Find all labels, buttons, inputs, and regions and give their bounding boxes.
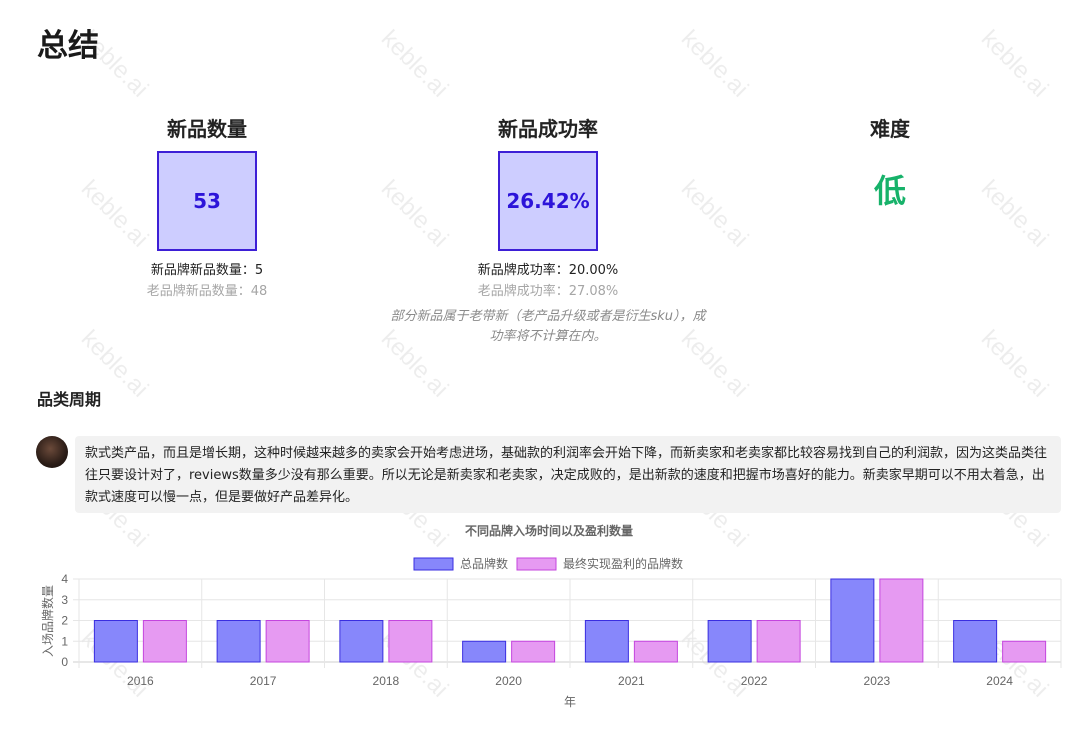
bar — [142, 620, 187, 663]
page-title: 总结 — [37, 28, 99, 64]
y-tick-label: 1 — [61, 634, 68, 648]
chart-svg: 不同品牌入场时间以及盈利数量 总品牌数 最终实现盈利的品牌数 0 1 2 3 4 2016… — [40, 523, 1062, 709]
watermark-text: keble.ai — [975, 25, 1054, 103]
note-line: 部分新品属于老带新（老产品升级或者是衍生sku），成 — [390, 309, 706, 324]
y-axis: 0 1 2 3 4 — [61, 572, 68, 669]
stat-sub-old-brand: 老品牌成功率：27.08% — [477, 284, 619, 299]
bar — [584, 620, 629, 663]
chart-title: 不同品牌入场时间以及盈利数量 — [465, 523, 633, 538]
x-axis: 2016 2017 2018 2020 2021 2022 2023 2024 — [127, 674, 1013, 688]
stat-sub-old-brand: 老品牌新品数量：48 — [146, 284, 268, 299]
difficulty-value: 低 — [873, 172, 906, 210]
note-line: 功率将不计算在内。 — [489, 329, 607, 344]
comment-bubble: 款式类产品，而且是增长期，这种时候越来越多的卖家会开始考虑进场，基础款的利润率会… — [75, 436, 1061, 513]
section-title: 品类周期 — [37, 390, 102, 409]
stat-sub-new-brand: 新品牌成功率：20.00% — [477, 263, 619, 278]
chart-legend: 总品牌数 最终实现盈利的品牌数 — [413, 556, 683, 571]
x-tick-label: 2016 — [127, 674, 154, 688]
x-axis-label: 年 — [564, 695, 576, 709]
legend-swatch — [516, 557, 557, 571]
stat-title: 新品数量 — [167, 117, 247, 141]
stat-title: 新品成功率 — [498, 117, 598, 141]
bar — [462, 640, 507, 663]
y-tick-label: 0 — [61, 655, 68, 669]
bar — [633, 640, 678, 663]
bar — [511, 640, 556, 663]
x-tick-label: 2023 — [864, 674, 891, 688]
brand-entry-chart: 不同品牌入场时间以及盈利数量 总品牌数 最终实现盈利的品牌数 0 1 2 3 4 2016… — [0, 515, 1080, 743]
legend-label: 最终实现盈利的品牌数 — [563, 556, 683, 571]
y-tick-label: 2 — [61, 614, 68, 628]
bar — [830, 578, 875, 663]
stat-sub-new-brand: 新品牌新品数量：5 — [150, 263, 264, 278]
y-axis-label: 入场品牌数量 — [40, 585, 55, 657]
bar — [707, 620, 752, 663]
watermark-text: keble.ai — [975, 325, 1054, 403]
x-tick-label: 2020 — [495, 674, 522, 688]
stat-success-rate: 新品成功率 26.42% 新品牌成功率：20.00% 老品牌成功率：27.08% — [388, 114, 708, 302]
bar — [339, 620, 384, 663]
stat-value-box: 26.42% — [498, 151, 598, 251]
stat-value-box: 53 — [157, 151, 257, 251]
y-tick-label: 3 — [61, 593, 68, 607]
bar — [216, 620, 261, 663]
success-rate-note: 部分新品属于老带新（老产品升级或者是衍生sku），成 功率将不计算在内。 — [373, 307, 723, 347]
bar — [756, 620, 801, 663]
legend-label: 总品牌数 — [460, 556, 508, 571]
bar — [879, 578, 924, 663]
stat-difficulty: 难度 低 — [730, 114, 1050, 212]
watermark-text: keble.ai — [675, 25, 754, 103]
bar — [388, 620, 433, 663]
bar — [953, 620, 998, 663]
x-tick-label: 2024 — [986, 674, 1013, 688]
bar — [265, 620, 310, 663]
x-tick-label: 2022 — [741, 674, 768, 688]
x-tick-label: 2017 — [250, 674, 277, 688]
legend-swatch — [413, 557, 454, 571]
bar — [93, 620, 138, 663]
x-tick-label: 2021 — [618, 674, 645, 688]
watermark-text: keble.ai — [375, 25, 454, 103]
y-tick-label: 4 — [61, 572, 68, 586]
bar — [1002, 640, 1047, 663]
chart-bars — [93, 578, 1047, 663]
stat-new-count: 新品数量 53 新品牌新品数量：5 老品牌新品数量：48 — [47, 114, 367, 302]
x-tick-label: 2018 — [373, 674, 400, 688]
avatar — [36, 436, 68, 468]
stat-title: 难度 — [870, 117, 910, 141]
